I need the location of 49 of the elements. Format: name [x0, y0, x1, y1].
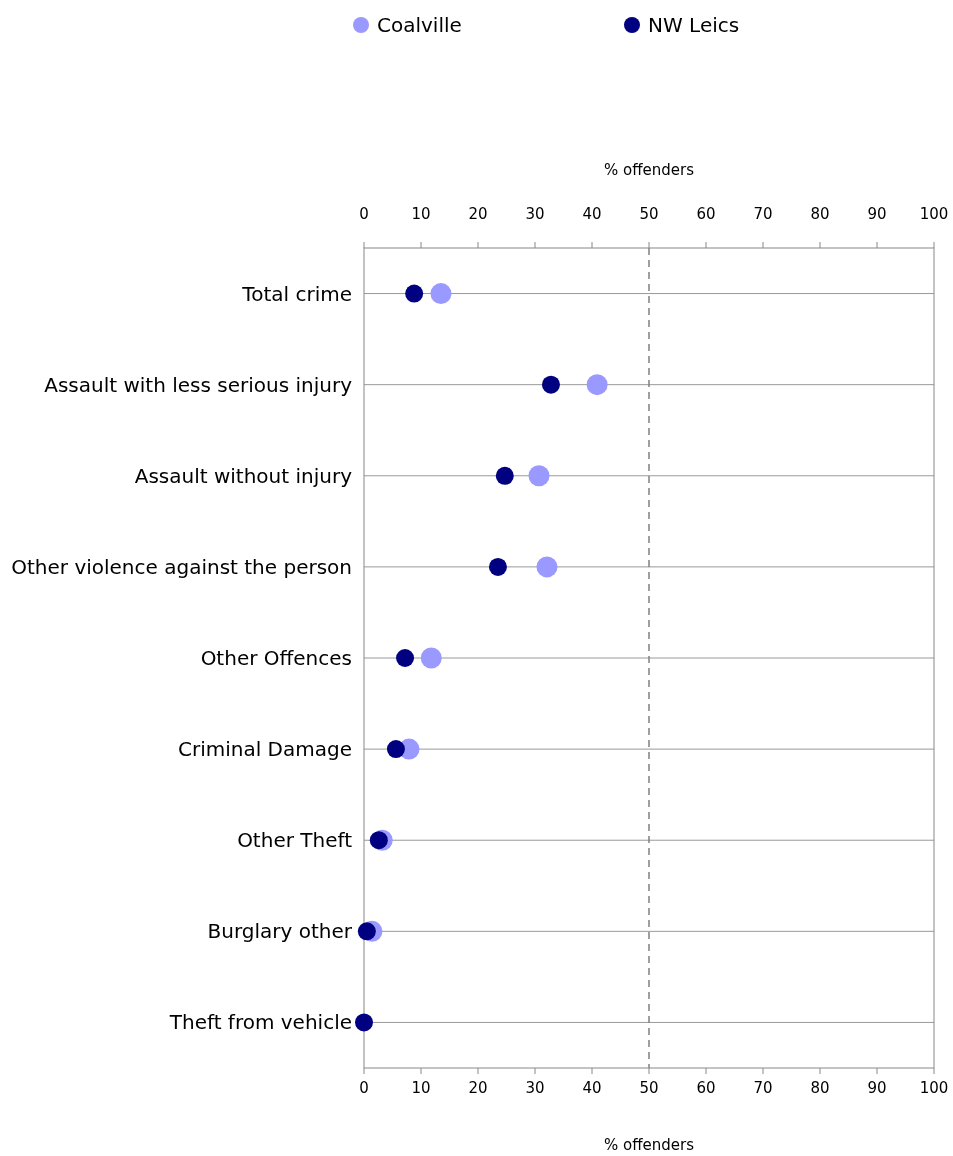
point [369, 831, 388, 850]
point [586, 374, 608, 396]
legend-label: NW Leics [648, 13, 740, 37]
x2-tick-label: 20 [468, 205, 488, 223]
y-tick-label: Burglary other [207, 919, 353, 944]
point [355, 1013, 373, 1032]
x-tick-label: 30 [525, 1079, 545, 1097]
point [405, 284, 424, 303]
point [528, 465, 550, 487]
x2-axis-title: % offenders [604, 161, 695, 179]
point [488, 557, 507, 576]
y-tick-label: Criminal Damage [177, 737, 352, 762]
x-tick-label: 60 [696, 1079, 716, 1097]
x2-tick-label: 10 [411, 205, 431, 223]
point [357, 922, 376, 941]
point [430, 283, 452, 305]
point [495, 466, 514, 485]
x-tick-label: 80 [810, 1079, 830, 1097]
x2-tick-label: 80 [810, 205, 830, 223]
x2-tick-label: 0 [359, 205, 369, 223]
point [541, 375, 560, 394]
x2-tick-label: 30 [525, 205, 545, 223]
x-tick-label: 10 [411, 1079, 431, 1097]
x2-tick-label: 50 [639, 205, 659, 223]
y-tick-label: Assault with less serious injury [44, 372, 353, 397]
x-tick-label: 20 [468, 1079, 488, 1097]
legend-label: Coalville [377, 13, 462, 37]
x-axis-title: % offenders [604, 1136, 695, 1154]
y-tick-label: Assault without injury [134, 463, 353, 488]
x-tick-label: 0 [359, 1079, 369, 1097]
point [386, 740, 405, 759]
y-tick-label: Other violence against the person [11, 554, 352, 579]
point [396, 649, 415, 667]
x-tick-label: 90 [867, 1079, 887, 1097]
x2-tick-label: 60 [696, 205, 716, 223]
x-tick-label: 40 [582, 1079, 602, 1097]
x2-tick-label: 90 [867, 205, 887, 223]
x2-tick-label: 40 [582, 205, 602, 223]
y-tick-label: Other Offences [200, 646, 352, 670]
x2-tick-label: 100 [919, 205, 949, 223]
x-tick-label: 100 [919, 1079, 949, 1097]
x2-tick-label: 70 [753, 205, 773, 223]
point [420, 647, 442, 669]
y-tick-label: Total crime [241, 281, 352, 306]
y-tick-label: Theft from vehicle [168, 1010, 352, 1035]
x-tick-label: 50 [639, 1079, 659, 1097]
x-tick-label: 70 [753, 1079, 773, 1097]
point [536, 556, 558, 578]
y-tick-label: Other Theft [237, 828, 353, 853]
